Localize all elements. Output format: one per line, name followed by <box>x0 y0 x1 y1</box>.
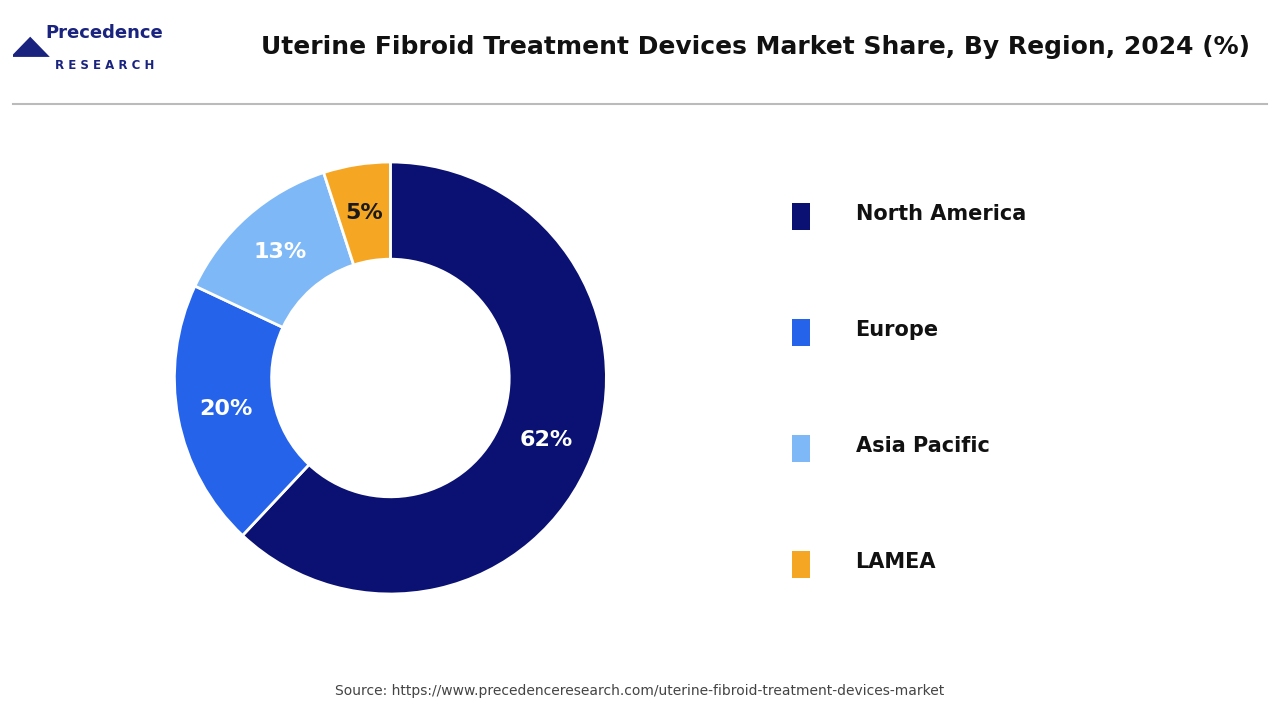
Text: Europe: Europe <box>855 320 938 340</box>
Text: R E S E A R C H: R E S E A R C H <box>55 59 154 72</box>
Wedge shape <box>174 286 308 536</box>
Text: 20%: 20% <box>200 400 252 419</box>
FancyBboxPatch shape <box>792 551 810 578</box>
Text: Source: https://www.precedenceresearch.com/uterine-fibroid-treatment-devices-mar: Source: https://www.precedenceresearch.c… <box>335 684 945 698</box>
Text: 13%: 13% <box>253 243 306 262</box>
Text: 5%: 5% <box>346 202 383 222</box>
Text: North America: North America <box>855 204 1025 224</box>
Polygon shape <box>10 37 50 57</box>
Wedge shape <box>195 173 353 328</box>
FancyBboxPatch shape <box>792 435 810 462</box>
FancyBboxPatch shape <box>792 319 810 346</box>
Wedge shape <box>242 162 607 594</box>
FancyBboxPatch shape <box>792 203 810 230</box>
Text: Precedence: Precedence <box>45 24 163 42</box>
Wedge shape <box>324 162 390 265</box>
Text: LAMEA: LAMEA <box>855 552 936 572</box>
Text: Uterine Fibroid Treatment Devices Market Share, By Region, 2024 (%): Uterine Fibroid Treatment Devices Market… <box>261 35 1249 59</box>
Text: 62%: 62% <box>520 430 572 449</box>
Text: Asia Pacific: Asia Pacific <box>855 436 989 456</box>
